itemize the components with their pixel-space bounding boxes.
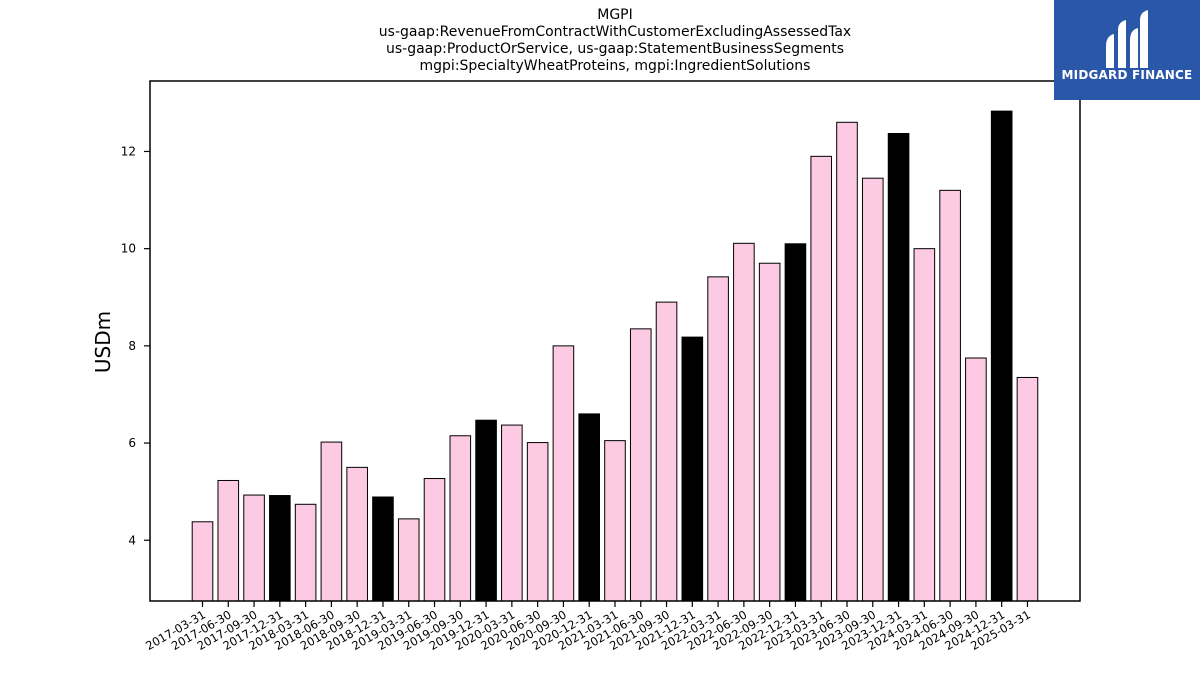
y-axis: 4 6 8 10 12 <box>121 144 150 547</box>
bar-2023-09-30 <box>861 177 884 602</box>
bar-2022-12-31 <box>784 243 807 602</box>
bar-2018-09-30 <box>346 466 368 602</box>
chart-title-line-4: mgpi:SpecialtyWheatProteins, mgpi:Ingred… <box>419 58 811 74</box>
bar-2024-12-31 <box>990 110 1013 602</box>
bar-2020-09-30 <box>552 345 575 602</box>
logo-text: MIDGARD FINANCE <box>1061 68 1193 82</box>
bar-2019-03-31 <box>397 518 420 602</box>
bar-2018-06-30 <box>320 441 343 602</box>
chart-title-line-1: MGPI <box>597 7 633 23</box>
chart-title-line-2: us-gaap:RevenueFromContractWithCustomerE… <box>378 24 852 40</box>
x-axis: 2017-03-312017-06-302017-09-302017-12-31… <box>143 601 1033 653</box>
bar-2024-03-31 <box>913 248 936 602</box>
bar-2017-06-30 <box>217 479 240 602</box>
bar-2017-09-30 <box>243 494 265 602</box>
bar-2021-09-30 <box>655 301 678 602</box>
bar-2023-06-30 <box>836 121 858 602</box>
chart-title-line-3: us-gaap:ProductOrService, us-gaap:Statem… <box>385 41 844 57</box>
bar-2024-09-30 <box>965 357 987 602</box>
y-tick-label: 4 <box>128 533 136 547</box>
y-tick-label: 6 <box>128 436 136 450</box>
bar-2020-03-31 <box>501 424 523 602</box>
bar-2021-06-30 <box>629 328 652 602</box>
midgard-finance-logo: MIDGARD FINANCE <box>1054 0 1200 100</box>
y-tick-label: 12 <box>121 144 136 158</box>
bar-2022-09-30 <box>758 262 781 602</box>
bar-2019-09-30 <box>449 435 472 602</box>
bars-group <box>191 110 1039 602</box>
bar-2025-03-31 <box>1016 376 1039 602</box>
bar-2017-12-31 <box>269 495 291 602</box>
y-axis-label: USDm <box>91 311 115 373</box>
bar-2017-03-31 <box>191 521 214 602</box>
bar-2024-06-30 <box>939 189 961 602</box>
bar-2019-06-30 <box>423 478 446 602</box>
bar-2023-03-31 <box>810 155 833 602</box>
bar-2022-03-31 <box>707 276 729 602</box>
bar-2020-06-30 <box>526 442 549 602</box>
bar-2023-12-31 <box>887 132 910 602</box>
bar-2018-03-31 <box>294 503 317 602</box>
bar-2022-06-30 <box>733 242 755 602</box>
bar-2018-12-31 <box>372 496 394 602</box>
plot-frame <box>149 80 1081 602</box>
bar-2021-03-31 <box>604 440 626 602</box>
logo-mark-icon <box>1106 10 1148 68</box>
bar-2019-12-31 <box>475 419 497 602</box>
bar-2021-12-31 <box>681 336 704 602</box>
y-tick-label: 10 <box>121 242 136 256</box>
y-tick-label: 8 <box>128 339 136 353</box>
bar-2020-12-31 <box>578 413 601 602</box>
